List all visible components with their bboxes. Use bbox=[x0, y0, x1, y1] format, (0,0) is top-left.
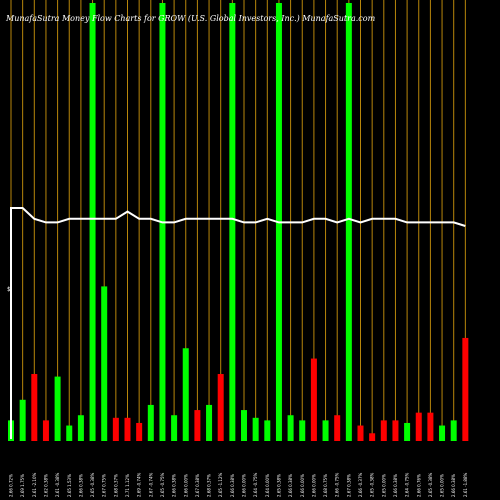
x-tick-label: 2.67 0.75% bbox=[102, 474, 107, 497]
tall-inflow-bar bbox=[345, 3, 352, 441]
x-tick-label: 2.68 0.37% bbox=[113, 474, 118, 497]
price-line bbox=[10, 207, 466, 439]
x-tick-label: 2.66 0.38% bbox=[393, 474, 398, 497]
outflow-bar bbox=[369, 433, 376, 441]
outflow-bar bbox=[112, 417, 119, 441]
x-tick-label: 2.66 0.00% bbox=[183, 474, 188, 497]
x-tick-label: 2.61 -0.38% bbox=[55, 472, 60, 497]
x-tick-label: 2.66 0.76% bbox=[416, 474, 421, 497]
inflow-bar bbox=[19, 399, 26, 441]
inflow-bar bbox=[147, 404, 154, 441]
x-tick-label: 2.65 0.38% bbox=[276, 474, 281, 497]
inflow-bar bbox=[206, 404, 213, 441]
inflow-bar bbox=[77, 415, 84, 441]
x-tick-label: 2.67 -0.74% bbox=[148, 472, 153, 497]
x-tick-label: 2.66 0.00% bbox=[242, 474, 247, 497]
outflow-bar bbox=[194, 410, 201, 441]
x-tick-label: 2.65 -0.38% bbox=[428, 472, 433, 497]
inflow-bar bbox=[322, 420, 329, 441]
outflow-bar bbox=[136, 422, 143, 441]
x-tick-label: 2.66 0.38% bbox=[288, 474, 293, 497]
x-tick-label: 2.64 -0.75% bbox=[405, 472, 410, 497]
x-tick-label: 2.65 -0.75% bbox=[160, 472, 165, 497]
x-tick-label: 2.66 -0.37% bbox=[358, 472, 363, 497]
x-tick-label: 2.66 0.00% bbox=[300, 474, 305, 497]
x-tick-label: 2.66 0.38% bbox=[451, 474, 456, 497]
inflow-bar bbox=[182, 348, 189, 441]
x-tick-label: 2.67 0.38% bbox=[346, 474, 351, 497]
x-tick-label: 2.65 0.00% bbox=[440, 474, 445, 497]
x-tick-label: 2.67 0.38% bbox=[195, 474, 200, 497]
tall-inflow-bar bbox=[89, 3, 96, 441]
x-tick-label: 2.66 0.38% bbox=[78, 474, 83, 497]
outflow-bar bbox=[392, 420, 399, 441]
x-tick-label: 2.66 0.00% bbox=[311, 474, 316, 497]
chart-title: MunafaSutra Money Flow Charts for GROW (… bbox=[5, 14, 376, 23]
x-tick-label: 2.61 -1.88% bbox=[463, 472, 468, 497]
x-tick-label: 2.65 -1.12% bbox=[218, 472, 223, 497]
x-tick-label: 2.69 1.75% bbox=[20, 474, 25, 497]
x-tick-label: 2.66 -0.75% bbox=[335, 472, 340, 497]
inflow-bar bbox=[252, 417, 259, 441]
outflow-bar bbox=[31, 374, 38, 441]
inflow-bar bbox=[287, 415, 294, 441]
x-tick-label: 2.65 0.00% bbox=[381, 474, 386, 497]
outflow-bar bbox=[427, 412, 434, 441]
inflow-bar bbox=[299, 420, 306, 441]
inflow-bar bbox=[241, 410, 247, 441]
x-tick-label: 2.66 0.38% bbox=[230, 474, 235, 497]
inflow-bar bbox=[450, 420, 457, 441]
x-tick-label: 2.66 0.38% bbox=[172, 474, 177, 497]
x-tick-labels: 2.66 0.72% 2.69 1.75% 2.61 -2.10% 2.62 0.38… bbox=[9, 472, 468, 497]
outflow-bar bbox=[217, 374, 224, 441]
outflow-bar bbox=[124, 417, 131, 441]
tall-inflow-bar bbox=[229, 3, 236, 441]
outflow-bar bbox=[334, 415, 341, 441]
inflow-bar bbox=[171, 415, 178, 441]
outflow-bar bbox=[415, 412, 422, 441]
x-tick-label: 2.65 1.53% bbox=[67, 474, 72, 497]
x-tick-label: 2.64 0.00% bbox=[265, 474, 270, 497]
x-tick-label: 2.66 0.72% bbox=[9, 474, 14, 497]
outflow-bar bbox=[310, 358, 317, 441]
outflow-bar bbox=[357, 425, 364, 441]
y-axis-symbol: $ bbox=[7, 286, 11, 293]
outflow-bar bbox=[462, 337, 469, 441]
outflow-bar bbox=[380, 420, 387, 441]
x-tick-label: 2.68 0.37% bbox=[207, 474, 212, 497]
x-tick-label: 2.71 1.12% bbox=[125, 474, 130, 497]
inflow-bar bbox=[264, 420, 271, 441]
x-tick-label: 2.68 0.75% bbox=[323, 474, 328, 497]
inflow-bar bbox=[404, 422, 411, 441]
x-tick-label: 2.69 -0.74% bbox=[137, 472, 142, 497]
inflow-bar bbox=[54, 376, 61, 441]
x-tick-label: 2.65 -0.38% bbox=[90, 472, 95, 497]
x-tick-label: 2.64 -0.75% bbox=[253, 472, 258, 497]
flow-bars bbox=[8, 286, 469, 441]
outflow-bar bbox=[42, 420, 49, 441]
inflow-bar bbox=[439, 425, 446, 441]
x-tick-label: 2.65 -0.38% bbox=[370, 472, 375, 497]
inflow-bar bbox=[101, 286, 108, 441]
inflow-bar bbox=[66, 425, 73, 441]
x-tick-label: 2.62 0.38% bbox=[43, 474, 48, 497]
x-tick-label: 2.61 -2.10% bbox=[32, 472, 37, 497]
